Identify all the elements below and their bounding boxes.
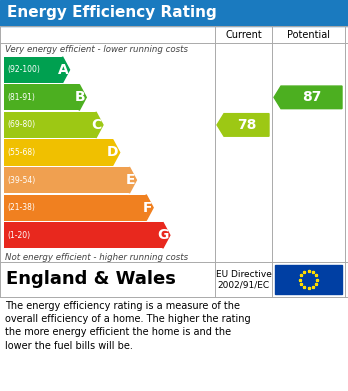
Text: (81-91): (81-91) (7, 93, 35, 102)
Polygon shape (79, 84, 86, 110)
Text: 78: 78 (237, 118, 256, 132)
Text: (92-100): (92-100) (7, 65, 40, 74)
Text: Potential: Potential (287, 29, 330, 39)
Text: Very energy efficient - lower running costs: Very energy efficient - lower running co… (5, 45, 188, 54)
Text: (55-68): (55-68) (7, 148, 35, 157)
Bar (0, 0, 348, 26)
Text: Energy Efficiency Rating: Energy Efficiency Rating (7, 5, 217, 20)
Text: B: B (74, 90, 85, 104)
Polygon shape (217, 114, 269, 136)
Text: G: G (157, 228, 169, 242)
Bar (4, 222, 163, 248)
Bar (4, 167, 129, 193)
Text: (39-54): (39-54) (7, 176, 35, 185)
Text: The energy efficiency rating is a measure of the
overall efficiency of a home. T: The energy efficiency rating is a measur… (5, 301, 251, 351)
Text: (21-38): (21-38) (7, 203, 35, 212)
Text: Current: Current (225, 29, 262, 39)
Text: England & Wales: England & Wales (6, 271, 176, 289)
Text: 87: 87 (302, 90, 321, 104)
Bar (275, 265, 342, 294)
Polygon shape (274, 86, 342, 109)
Bar (4, 140, 113, 165)
Bar (4, 195, 146, 221)
Bar (4, 84, 79, 110)
Text: (69-80): (69-80) (7, 120, 35, 129)
Text: A: A (58, 63, 69, 77)
Text: (1-20): (1-20) (7, 231, 30, 240)
Polygon shape (113, 140, 120, 165)
Polygon shape (63, 57, 70, 83)
Text: F: F (143, 201, 152, 215)
Text: D: D (107, 145, 119, 160)
Text: Not energy efficient - higher running costs: Not energy efficient - higher running co… (5, 253, 188, 262)
Polygon shape (163, 222, 170, 248)
Text: E: E (126, 173, 135, 187)
Bar (4, 112, 96, 138)
Polygon shape (146, 195, 153, 221)
Bar (4, 57, 63, 83)
Text: C: C (92, 118, 102, 132)
Polygon shape (96, 112, 103, 138)
Polygon shape (129, 167, 136, 193)
Text: EU Directive
2002/91/EC: EU Directive 2002/91/EC (215, 270, 271, 289)
